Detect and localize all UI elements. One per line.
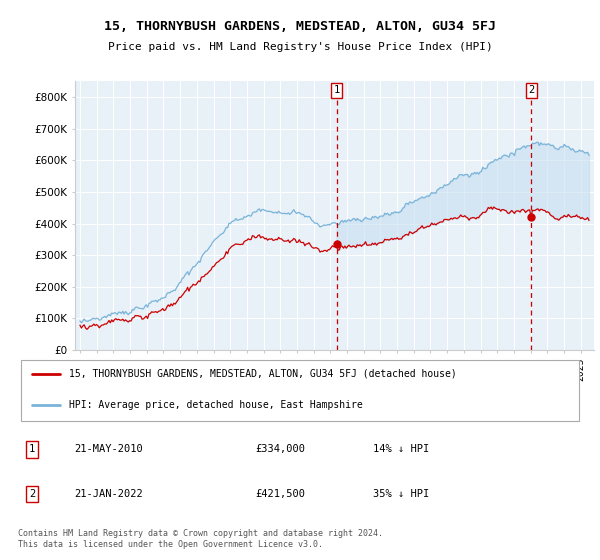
Text: 1: 1	[29, 445, 35, 454]
Text: 35% ↓ HPI: 35% ↓ HPI	[373, 489, 430, 499]
Text: 15, THORNYBUSH GARDENS, MEDSTEAD, ALTON, GU34 5FJ: 15, THORNYBUSH GARDENS, MEDSTEAD, ALTON,…	[104, 20, 496, 32]
Text: Contains HM Land Registry data © Crown copyright and database right 2024.
This d: Contains HM Land Registry data © Crown c…	[18, 529, 383, 549]
Text: 2: 2	[528, 85, 535, 95]
Text: £334,000: £334,000	[255, 445, 305, 454]
Text: 21-JAN-2022: 21-JAN-2022	[74, 489, 143, 499]
Text: 15, THORNYBUSH GARDENS, MEDSTEAD, ALTON, GU34 5FJ (detached house): 15, THORNYBUSH GARDENS, MEDSTEAD, ALTON,…	[69, 369, 457, 379]
Text: 2: 2	[29, 489, 35, 499]
Text: Price paid vs. HM Land Registry's House Price Index (HPI): Price paid vs. HM Land Registry's House …	[107, 42, 493, 52]
Text: 14% ↓ HPI: 14% ↓ HPI	[373, 445, 430, 454]
Text: 1: 1	[334, 85, 340, 95]
Text: HPI: Average price, detached house, East Hampshire: HPI: Average price, detached house, East…	[69, 400, 362, 410]
FancyBboxPatch shape	[21, 360, 579, 421]
Text: £421,500: £421,500	[255, 489, 305, 499]
Text: 21-MAY-2010: 21-MAY-2010	[74, 445, 143, 454]
